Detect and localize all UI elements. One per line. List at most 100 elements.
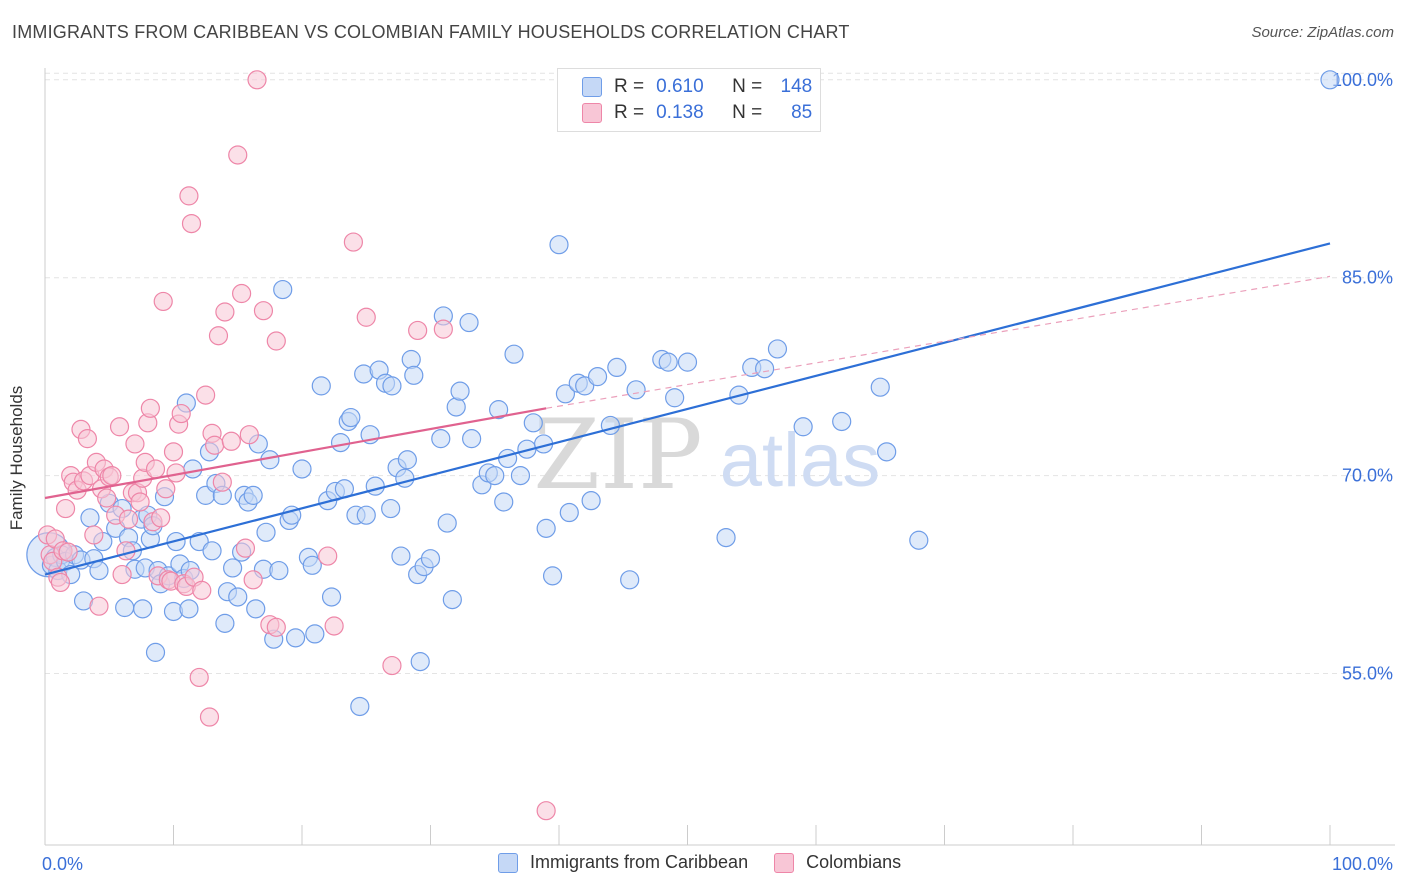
colombian-point [145,459,166,479]
caribbean-point [410,652,430,672]
watermark-zip: ZIP [533,399,702,511]
caribbean-point [246,599,266,619]
caribbean-point [754,359,775,379]
legend-r-value: 0.138 [656,102,704,123]
caribbean-point [256,522,276,542]
colombian-point [140,398,160,418]
caribbean-point [549,235,569,255]
caribbean-point [145,642,166,662]
caribbean-point [870,377,890,397]
caribbean-point [273,279,293,300]
caribbean-point [437,513,457,533]
caribbean-point [832,411,852,432]
legend-label-colombians: Colombians [806,852,902,872]
caribbean-point [420,549,441,569]
caribbean-point [450,381,470,401]
legend-row-caribbean: R = 0.610 N = 148 [582,74,812,100]
colombian-point [199,707,220,727]
legend-r-label: R = [614,76,645,97]
caribbean-point [877,442,897,462]
colombians-swatch-icon [582,103,602,123]
caribbean-point [183,459,203,479]
caribbean-point [504,344,524,364]
caribbean-point [330,433,351,453]
colombian-point [266,617,286,637]
caribbean-point [909,530,929,550]
caribbean-point [269,560,289,581]
colombian-point [112,564,132,585]
y-tick-label: 85.0% [1342,268,1393,288]
caribbean-point [536,518,556,538]
legend-row-colombians: R = 0.138 N = 85 [582,100,812,126]
colombian-point [266,331,286,351]
caribbean-point [626,380,646,400]
legend-n-label: N = [732,76,763,97]
legend-label-caribbean: Immigrants from Caribbean [530,852,749,872]
caribbean-point [321,587,342,607]
colombian-point [212,472,232,492]
colombian-point [189,667,209,688]
caribbean-point [133,599,153,619]
colombian-point [192,580,212,600]
legend-r-value: 0.610 [656,76,704,97]
caribbean-point [382,376,402,396]
caribbean-point [356,505,376,525]
caribbean-point [716,527,736,548]
caribbean-point [215,613,235,633]
colombian-point [171,403,191,424]
colombian-point [84,525,104,545]
caribbean-legend-icon [498,852,518,873]
caribbean-point [607,357,627,378]
caribbean-point [350,696,370,717]
caribbean-point [559,502,579,523]
colombian-point [239,425,259,445]
caribbean-trend-line [44,242,1331,576]
caribbean-point [600,415,621,436]
caribbean-point [498,448,518,469]
colombian-point [102,465,122,486]
caribbean-point [391,546,411,566]
caribbean-point [510,465,531,486]
colombian-point [433,319,453,339]
caribbean-point [89,560,109,581]
caribbean-point [80,508,100,528]
legend-item-colombians[interactable]: Colombians [774,852,901,873]
legend-n-label: N = [732,102,763,123]
colombian-point [156,479,176,499]
caribbean-point [459,312,479,333]
caribbean-point [311,376,331,396]
caribbean-point [485,465,505,486]
caribbean-point [292,459,312,479]
colombian-point [408,320,428,341]
colombian-point [247,70,267,90]
legend-item-caribbean[interactable]: Immigrants from Caribbean [498,852,748,873]
caribbean-point [658,352,678,372]
colombian-point [356,307,376,327]
legend-n-value: 148 [780,76,813,97]
x-tick-label: 100.0% [1332,854,1393,874]
caribbean-point [523,413,543,433]
caribbean-point [542,566,563,586]
colombian-point [89,596,109,616]
colombian-point [97,488,117,508]
colombian-point [181,213,202,234]
caribbean-point [302,555,322,575]
colombian-point [382,655,402,676]
colombian-point [109,417,130,437]
caribbean-swatch-icon [582,77,602,97]
colombians-legend-icon [774,852,795,873]
colombian-point [116,541,136,561]
colombian-point [50,572,71,593]
colombian-point [151,508,171,528]
caribbean-point [442,590,462,610]
colombian-point [118,509,139,529]
colombian-point [318,546,338,566]
caribbean-point [677,352,698,372]
colombian-point [163,442,184,462]
series-legend: Immigrants from Caribbean Colombians [498,852,927,873]
colombian-trend-extension [546,275,1331,409]
colombian-point [232,283,252,304]
colombian-point [153,291,173,312]
caribbean-point [404,365,424,385]
caribbean-point [581,491,601,511]
